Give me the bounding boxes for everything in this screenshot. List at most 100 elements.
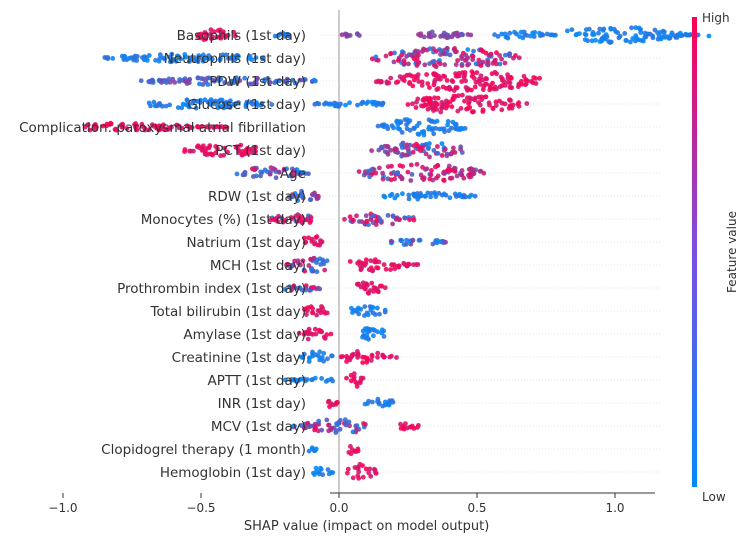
shap-dot: [327, 404, 332, 410]
shap-dot: [434, 175, 439, 181]
feature-label: Complication: paroxysmal atrial fibrilla…: [19, 120, 306, 136]
shap-dot: [200, 147, 206, 153]
shap-dot: [329, 426, 334, 431]
shap-dot: [371, 333, 376, 339]
shap-dot: [385, 164, 391, 170]
shap-dot: [380, 403, 386, 409]
shap-dot: [305, 420, 311, 426]
shap-dot: [531, 34, 537, 39]
shap-dot: [478, 81, 483, 87]
shap-dot: [213, 98, 218, 104]
shap-dot: [184, 98, 190, 103]
shap-dot: [390, 214, 396, 219]
shap-dot: [316, 418, 322, 424]
shap-dot: [374, 286, 380, 292]
shap-dot: [380, 352, 385, 358]
shap-dot: [411, 426, 417, 431]
shap-dot: [382, 307, 388, 313]
shap-dot: [339, 32, 345, 38]
shap-dot: [271, 216, 277, 222]
shap-dot: [347, 259, 353, 264]
shap-dot: [338, 101, 343, 107]
shap-dot: [167, 79, 173, 85]
shap-dot: [593, 37, 598, 43]
shap-dot: [441, 33, 447, 39]
shap-dot: [290, 262, 296, 268]
shap-dot: [432, 33, 437, 38]
shap-dot: [396, 263, 402, 269]
shap-dot: [314, 194, 320, 200]
shap-dot: [514, 31, 519, 37]
shap-dot: [414, 194, 420, 199]
shap-dot: [298, 193, 304, 199]
shap-dot: [469, 69, 475, 74]
x-tick-label: 0.5: [467, 501, 486, 515]
shap-dot: [521, 73, 527, 79]
shap-dot: [468, 192, 474, 198]
shap-dot: [284, 166, 290, 172]
shap-dot: [429, 103, 435, 109]
shap-dot: [415, 61, 421, 67]
shap-dot: [318, 238, 323, 244]
shap-dot: [216, 98, 222, 104]
shap-dot: [359, 266, 364, 271]
shap-dot: [411, 77, 417, 83]
colorbar-high-label: High: [702, 11, 730, 25]
shap-dot: [427, 154, 432, 160]
shap-dot: [518, 29, 524, 35]
shap-dot: [208, 27, 214, 33]
shap-dot: [362, 304, 368, 309]
shap-dot: [100, 123, 106, 129]
shap-dot: [369, 99, 375, 105]
shap-dot: [299, 188, 304, 194]
shap-dot: [160, 55, 166, 61]
shap-dot: [361, 172, 367, 178]
shap-dot: [468, 32, 474, 38]
shap-dot: [516, 84, 521, 90]
shap-dot: [319, 355, 325, 360]
shap-dot: [309, 267, 314, 272]
shap-dot: [87, 127, 93, 133]
shap-dot: [582, 37, 588, 42]
shap-dot: [437, 61, 443, 67]
shap-dot: [326, 398, 332, 404]
shap-dot: [388, 147, 394, 153]
shap-dot: [449, 175, 455, 181]
x-tick-label: −1.0: [48, 501, 77, 515]
shap-dot: [463, 78, 468, 84]
shap-dot: [375, 123, 381, 129]
shap-dot: [317, 242, 322, 248]
shap-dot: [195, 75, 201, 81]
shap-dot: [276, 169, 282, 175]
shap-dot: [366, 470, 372, 476]
shap-dot: [302, 235, 307, 241]
shap-dot: [344, 375, 349, 381]
shap-dot: [314, 269, 320, 275]
shap-dot: [425, 190, 431, 196]
shap-dot: [183, 102, 189, 108]
shap-dot: [376, 147, 382, 153]
shap-dot: [428, 118, 434, 124]
shap-dot: [410, 83, 416, 89]
shap-dot: [146, 79, 152, 85]
shap-dot: [197, 100, 203, 105]
shap-dot: [218, 35, 224, 41]
shap-dot: [477, 76, 482, 82]
shap-dot: [206, 53, 212, 58]
shap-dot: [204, 75, 210, 81]
shap-dot: [435, 151, 441, 156]
feature-value-colorbar: High Low Feature value: [692, 11, 739, 504]
shap-dot: [402, 152, 408, 158]
shap-dot: [235, 79, 240, 85]
shap-dot: [366, 168, 371, 174]
shap-dot: [364, 218, 370, 224]
shap-dot: [299, 423, 304, 428]
shap-dot: [302, 268, 308, 274]
shap-dot: [413, 262, 419, 267]
shap-dot: [307, 197, 313, 203]
feature-label: Age: [280, 166, 306, 182]
shap-dot: [497, 84, 503, 90]
shap-dot: [318, 465, 323, 471]
shap-dot: [210, 34, 215, 40]
shap-dot: [460, 126, 465, 132]
